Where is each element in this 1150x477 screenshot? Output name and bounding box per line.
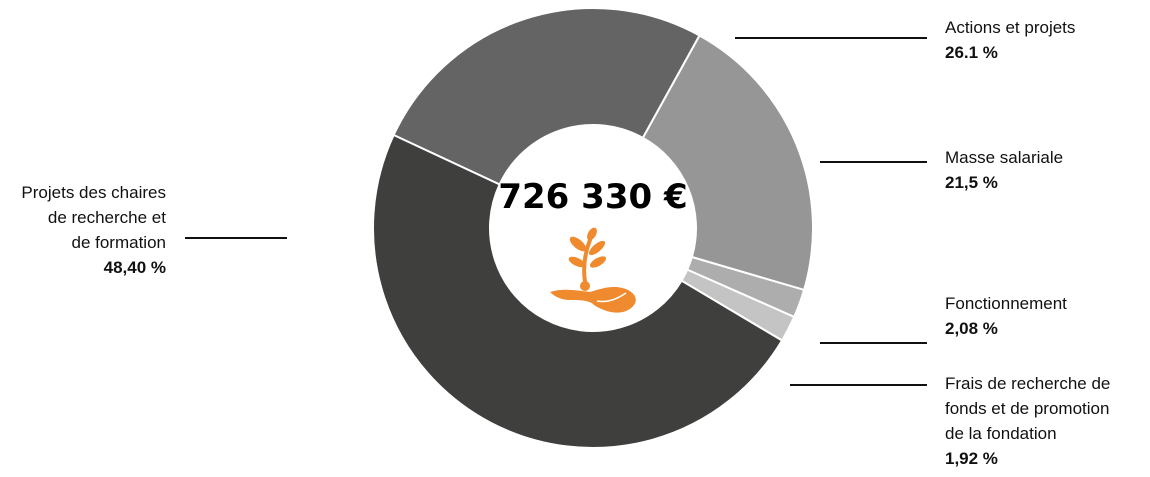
slice-label-4-line-0: Projets des chaires: [21, 183, 166, 202]
slice-label-4-line-2: de formation: [72, 233, 167, 252]
labels-layer: Actions et projets 26.1 % Masse salariale 2…: [21, 18, 1110, 468]
slice-label-0-line-0: Actions et projets: [945, 18, 1075, 37]
slice-value-label-0: 26.1 %: [945, 43, 998, 62]
slice-label-3-line-0: Frais de recherche de: [945, 374, 1110, 393]
slice-label-4-line-1: de recherche et: [48, 208, 166, 227]
slice-label-3-line-1: fonds et de promotion: [945, 399, 1109, 418]
slice-value-label-3: 1,92 %: [945, 449, 998, 468]
center-total-value: 726 330 €: [498, 177, 687, 217]
slice-label-2-line-0: Fonctionnement: [945, 294, 1067, 313]
slice-value-label-1: 21,5 %: [945, 173, 998, 192]
slices-layer: [372, 7, 814, 449]
slice-value-label-2: 2,08 %: [945, 319, 998, 338]
slice-label-1-line-0: Masse salariale: [945, 148, 1063, 167]
slice-1: [641, 34, 814, 292]
slice-label-3-line-2: de la fondation: [945, 424, 1057, 443]
slice-value-label-4: 48,40 %: [104, 258, 166, 277]
hand-with-sprout-icon: [550, 227, 636, 313]
